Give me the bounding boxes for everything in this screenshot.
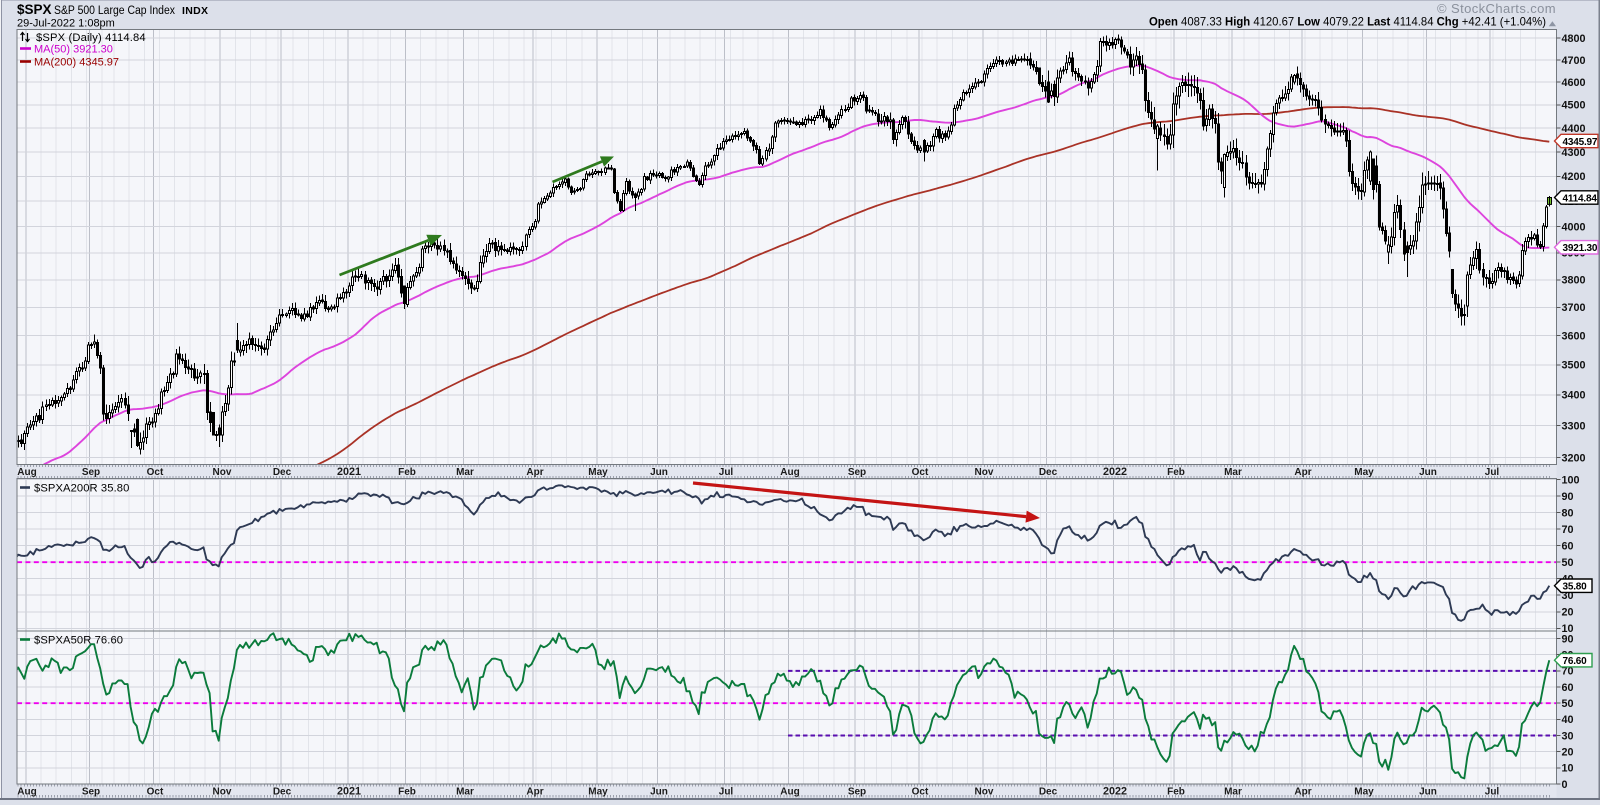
svg-text:MA(200) 4345.97: MA(200) 4345.97 (34, 57, 119, 69)
svg-text:3800: 3800 (1562, 275, 1586, 287)
svg-text:May: May (588, 787, 608, 798)
svg-text:Mar: Mar (456, 467, 474, 478)
svg-text:4200: 4200 (1562, 171, 1586, 183)
svg-text:Apr: Apr (1294, 467, 1311, 478)
svg-text:50: 50 (1562, 698, 1574, 710)
svg-text:Feb: Feb (1167, 787, 1185, 798)
svg-text:Aug: Aug (17, 787, 36, 798)
svg-text:Oct: Oct (912, 467, 929, 478)
svg-text:60: 60 (1562, 682, 1574, 694)
svg-text:Dec: Dec (273, 787, 292, 798)
svg-text:Sep: Sep (848, 467, 866, 478)
svg-text:4000: 4000 (1562, 222, 1586, 234)
svg-text:Mar: Mar (456, 787, 474, 798)
svg-text:Apr: Apr (526, 467, 543, 478)
svg-text:100: 100 (1562, 474, 1580, 486)
svg-text:Feb: Feb (398, 467, 416, 478)
svg-text:3600: 3600 (1562, 331, 1586, 343)
svg-text:70: 70 (1562, 524, 1574, 536)
svg-text:4800: 4800 (1562, 33, 1586, 45)
svg-text:Nov: Nov (213, 467, 232, 478)
svg-text:$SPXA50R 76.60: $SPXA50R 76.60 (34, 635, 123, 647)
svg-text:Apr: Apr (526, 787, 543, 798)
svg-text:2021: 2021 (337, 466, 361, 478)
svg-text:Jul: Jul (1485, 467, 1500, 478)
svg-text:May: May (1354, 467, 1374, 478)
svg-text:Dec: Dec (1039, 467, 1058, 478)
svg-text:Sep: Sep (82, 787, 100, 798)
svg-text:60: 60 (1562, 541, 1574, 553)
svg-text:35.80: 35.80 (1563, 582, 1588, 593)
svg-text:30: 30 (1562, 730, 1574, 742)
svg-text:3700: 3700 (1562, 302, 1586, 314)
svg-text:80: 80 (1562, 507, 1574, 519)
svg-text:90: 90 (1562, 491, 1574, 503)
svg-text:4700: 4700 (1562, 55, 1586, 67)
svg-text:3200: 3200 (1562, 452, 1586, 464)
svg-text:Mar: Mar (1224, 787, 1242, 798)
svg-text:MA(50) 3921.30: MA(50) 3921.30 (34, 44, 113, 56)
svg-text:Aug: Aug (780, 787, 799, 798)
svg-text:2021: 2021 (337, 786, 361, 798)
svg-text:29-Jul-2022 1:08pm: 29-Jul-2022 1:08pm (17, 18, 115, 30)
svg-text:Jul: Jul (1485, 787, 1500, 798)
svg-text:4500: 4500 (1562, 100, 1586, 112)
svg-text:10: 10 (1562, 763, 1574, 775)
svg-text:4400: 4400 (1562, 123, 1586, 135)
svg-text:Oct: Oct (147, 467, 164, 478)
svg-text:Sep: Sep (82, 467, 100, 478)
svg-text:4114.84: 4114.84 (1563, 193, 1598, 204)
svg-text:Dec: Dec (1039, 787, 1058, 798)
svg-text:Feb: Feb (398, 787, 416, 798)
svg-text:76.60: 76.60 (1563, 656, 1588, 667)
svg-text:3500: 3500 (1562, 360, 1586, 372)
svg-text:0: 0 (1562, 779, 1568, 791)
svg-text:20: 20 (1562, 607, 1574, 619)
svg-text:Oct: Oct (912, 787, 929, 798)
svg-text:4300: 4300 (1562, 147, 1586, 159)
svg-text:50: 50 (1562, 557, 1574, 569)
svg-text:Aug: Aug (17, 467, 36, 478)
svg-text:Jun: Jun (650, 787, 668, 798)
svg-text:May: May (1354, 787, 1374, 798)
svg-text:Apr: Apr (1294, 787, 1311, 798)
svg-text:Sep: Sep (848, 787, 866, 798)
svg-text:$SPX: $SPX (17, 2, 52, 17)
svg-text:Jul: Jul (719, 467, 734, 478)
svg-text:Oct: Oct (147, 787, 164, 798)
svg-text:40: 40 (1562, 714, 1574, 726)
svg-text:4345.97: 4345.97 (1563, 137, 1598, 148)
svg-text:$SPXA200R 35.80: $SPXA200R 35.80 (34, 483, 129, 495)
svg-text:$SPX (Daily) 4114.84: $SPX (Daily) 4114.84 (36, 32, 146, 44)
svg-text:INDX: INDX (182, 5, 208, 17)
svg-text:Jun: Jun (1419, 467, 1437, 478)
svg-text:Jul: Jul (719, 787, 734, 798)
svg-text:2022: 2022 (1103, 786, 1127, 798)
svg-text:Nov: Nov (213, 787, 232, 798)
svg-text:2022: 2022 (1103, 466, 1127, 478)
svg-text:Feb: Feb (1167, 467, 1185, 478)
svg-text:Dec: Dec (273, 467, 292, 478)
svg-text:4600: 4600 (1562, 77, 1586, 89)
svg-text:May: May (588, 467, 608, 478)
svg-text:Jun: Jun (650, 467, 668, 478)
svg-text:Aug: Aug (780, 467, 799, 478)
svg-text:3400: 3400 (1562, 390, 1586, 402)
svg-text:Nov: Nov (975, 467, 994, 478)
svg-text:Nov: Nov (975, 787, 994, 798)
svg-text:Jun: Jun (1419, 787, 1437, 798)
svg-text:S&P 500 Large Cap Index: S&P 500 Large Cap Index (54, 5, 175, 17)
svg-text:20: 20 (1562, 747, 1574, 759)
svg-text:3921.30: 3921.30 (1563, 243, 1598, 254)
svg-text:90: 90 (1562, 633, 1574, 645)
svg-text:Mar: Mar (1224, 467, 1242, 478)
svg-text:3300: 3300 (1562, 421, 1586, 433)
svg-text:Open 4087.33 High 4120.67 Low: Open 4087.33 High 4120.67 Low 4079.22 La… (1149, 15, 1546, 29)
